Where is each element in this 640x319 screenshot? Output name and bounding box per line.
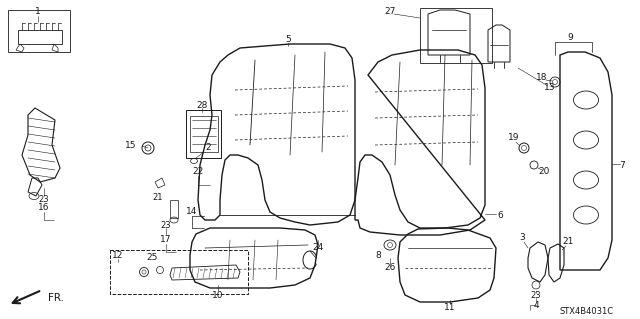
Text: 7: 7 xyxy=(619,160,625,169)
Text: 16: 16 xyxy=(38,204,50,212)
Text: 19: 19 xyxy=(508,133,520,143)
Text: 2: 2 xyxy=(205,144,211,152)
Text: 24: 24 xyxy=(312,243,324,253)
Text: 11: 11 xyxy=(444,303,456,313)
Text: 20: 20 xyxy=(538,167,550,176)
Text: 25: 25 xyxy=(147,254,157,263)
Text: 23: 23 xyxy=(161,220,172,229)
Text: FR.: FR. xyxy=(48,293,64,303)
Text: 22: 22 xyxy=(193,167,204,176)
Text: STX4B4031C: STX4B4031C xyxy=(560,308,614,316)
Bar xyxy=(186,110,221,158)
Text: 23: 23 xyxy=(531,291,541,300)
Text: 9: 9 xyxy=(567,33,573,42)
Text: 27: 27 xyxy=(384,8,396,17)
Text: 28: 28 xyxy=(196,100,208,109)
Text: 12: 12 xyxy=(112,250,124,259)
Text: 17: 17 xyxy=(160,235,172,244)
Text: 8: 8 xyxy=(375,250,381,259)
Text: 18: 18 xyxy=(536,73,548,83)
Text: 21: 21 xyxy=(153,194,163,203)
Text: 4: 4 xyxy=(533,300,539,309)
Text: 23: 23 xyxy=(38,196,49,204)
Bar xyxy=(110,250,248,294)
Text: 15: 15 xyxy=(125,140,136,150)
Text: 26: 26 xyxy=(384,263,396,272)
Text: 13: 13 xyxy=(544,84,556,93)
Bar xyxy=(420,8,492,63)
Text: 14: 14 xyxy=(186,207,198,217)
Text: 1: 1 xyxy=(35,8,41,17)
Text: 10: 10 xyxy=(212,291,224,300)
Text: 21: 21 xyxy=(563,238,573,247)
Text: 3: 3 xyxy=(519,234,525,242)
Bar xyxy=(8,10,70,52)
Text: 6: 6 xyxy=(497,211,503,219)
Text: 5: 5 xyxy=(285,35,291,44)
